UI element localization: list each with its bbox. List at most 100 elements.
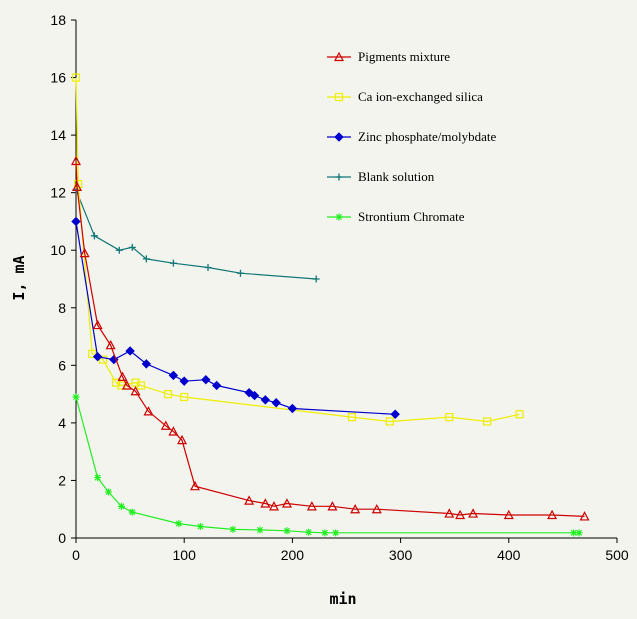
data-point [347, 413, 357, 422]
data-point [196, 522, 204, 530]
data-point [335, 173, 343, 181]
y-tick-label: 16 [50, 70, 66, 86]
x-tick-label: 200 [281, 547, 305, 563]
data-point [579, 511, 590, 521]
series-pigments-mixture [71, 155, 590, 521]
legend-label: Strontium Chromate [358, 209, 465, 224]
data-point [92, 319, 103, 330]
data-point [72, 393, 80, 401]
x-tick-label: 500 [605, 547, 629, 563]
legend-entry: Pigments mixture [327, 49, 450, 64]
data-point [271, 398, 281, 408]
data-point [88, 349, 97, 358]
data-point [163, 390, 173, 399]
y-tick-label: 14 [50, 127, 66, 143]
data-point [168, 370, 179, 381]
data-point [211, 380, 222, 391]
data-point [115, 246, 123, 254]
data-point [269, 501, 280, 511]
data-point [168, 426, 179, 436]
data-point [335, 213, 343, 221]
y-axis-label: I, mA [10, 255, 28, 300]
data-point [177, 434, 188, 445]
data-point [111, 378, 121, 387]
data-point [201, 375, 211, 385]
data-point [321, 529, 329, 537]
data-point [332, 529, 340, 537]
y-tick-label: 2 [58, 472, 66, 488]
data-point [334, 132, 344, 142]
data-point [455, 509, 466, 520]
data-point [180, 392, 189, 402]
y-tick-label: 4 [58, 415, 66, 431]
data-point [121, 380, 132, 390]
x-tick-label: 0 [72, 547, 80, 563]
data-point [179, 376, 189, 386]
legend-entry: Strontium Chromate [327, 209, 465, 224]
data-point [570, 529, 578, 537]
data-point [105, 339, 116, 350]
legend-entry: Zinc phosphate/molybdate [327, 129, 497, 144]
data-point [312, 275, 320, 283]
data-point [515, 410, 524, 419]
data-point [249, 390, 260, 401]
data-point [334, 92, 344, 102]
data-point [503, 509, 514, 520]
data-point [117, 371, 128, 381]
data-point [229, 525, 237, 533]
data-point [390, 409, 400, 419]
data-point [468, 508, 479, 518]
data-point [143, 406, 154, 416]
data-point [371, 503, 382, 514]
data-point [117, 502, 125, 510]
x-tick-label: 100 [173, 547, 197, 563]
y-tick-label: 8 [58, 300, 66, 316]
data-point [130, 385, 141, 396]
data-point [94, 474, 102, 482]
data-point [305, 528, 313, 536]
data-point [204, 263, 212, 271]
data-point [575, 529, 583, 537]
data-point [104, 488, 112, 496]
data-point [71, 155, 81, 166]
data-point [281, 498, 292, 508]
data-point [98, 355, 108, 364]
legend-label: Ca ion-exchanged silica [358, 89, 483, 104]
data-point [175, 520, 183, 528]
y-tick-label: 6 [58, 357, 66, 373]
x-axis-label: min [329, 590, 356, 608]
legend-label: Pigments mixture [358, 49, 450, 64]
data-point [236, 269, 244, 277]
data-point [350, 503, 361, 514]
data-point [445, 413, 454, 422]
data-point [483, 417, 492, 426]
series-strontium-chromate [72, 393, 583, 537]
legend: Pigments mixture Ca ion-exchanged silica Z… [327, 49, 497, 224]
data-point [256, 526, 264, 534]
data-point [169, 259, 177, 267]
data-point [190, 480, 201, 491]
y-tick-label: 18 [50, 12, 66, 28]
data-point [260, 395, 271, 405]
x-tick-label: 400 [497, 547, 521, 563]
legend-entry: Ca ion-exchanged silica [327, 89, 483, 104]
y-tick-label: 0 [58, 530, 66, 546]
data-point [547, 509, 558, 520]
data-point [136, 381, 146, 390]
data-point [287, 403, 298, 414]
data-point [385, 417, 394, 426]
data-point [283, 527, 291, 535]
data-point [90, 232, 98, 240]
y-tick-label: 12 [50, 185, 66, 201]
data-point [334, 51, 344, 62]
data-point [327, 501, 338, 511]
series-line [75, 160, 585, 517]
x-tick-label: 300 [389, 547, 413, 563]
legend-label: Zinc phosphate/molybdate [358, 129, 497, 144]
data-point [160, 420, 171, 430]
data-point [142, 255, 150, 263]
data-point [71, 73, 81, 82]
data-point [141, 359, 152, 369]
data-point [306, 501, 317, 511]
